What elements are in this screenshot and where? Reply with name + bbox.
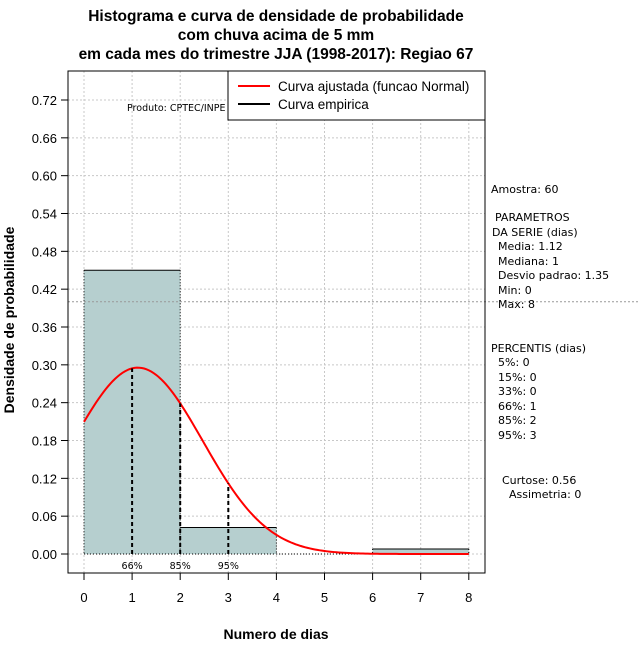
stat-params-title-1: PARAMETROS: [495, 211, 570, 224]
x-tick-label: 6: [369, 590, 376, 605]
x-tick-label: 5: [321, 590, 328, 605]
chart-title-line-3: em cada mes do trimestre JJA (1998-2017)…: [79, 46, 474, 63]
stat-params-title-2: DA SERIE (dias): [492, 226, 578, 239]
percentile-marker-label: 66%: [122, 561, 143, 572]
legend-label-empirical: Curva empirica: [278, 97, 369, 112]
y-tick-label: 0.72: [32, 93, 57, 108]
stat-p66: 66%: 1: [498, 400, 537, 413]
y-axis-label: Densidade de probabilidade: [1, 226, 17, 413]
y-tick-label: 0.06: [32, 509, 57, 524]
normal-curve-line: [83, 366, 469, 555]
legend-label-fitted: Curva ajustada (funcao Normal): [278, 79, 469, 94]
x-tick-label: 7: [417, 590, 424, 605]
legend: Curva ajustada (funcao Normal) Curva emp…: [227, 70, 486, 121]
legend-box: [227, 70, 486, 121]
y-tick-label: 0.36: [32, 320, 57, 335]
x-tick-label: 1: [128, 590, 135, 605]
stat-p5: 5%: 0: [498, 356, 530, 369]
y-tick-label: 0.12: [32, 471, 57, 486]
x-tick-label: 0: [80, 590, 87, 605]
x-tick-label: 4: [273, 590, 280, 605]
stat-mediana: Mediana: 1: [498, 255, 559, 268]
x-tick-label: 2: [177, 590, 184, 605]
y-tick-label: 0.18: [32, 434, 57, 449]
y-tick-label: 0.00: [32, 547, 57, 562]
stat-assimetria: Assimetria: 0: [509, 488, 581, 501]
percentile-markers: 66% 85% 95%: [122, 368, 239, 572]
stats-panel: Amostra: 60 PARAMETROS DA SERIE (dias) M…: [491, 183, 609, 501]
chart-title-line-2: com chuva acima de 5 mm: [178, 27, 374, 44]
y-tick-label: 0.60: [32, 169, 57, 184]
stat-p15: 15%: 0: [498, 371, 537, 384]
stat-desvio: Desvio padrao: 1.35: [498, 269, 609, 282]
x-axis-label: Numero de dias: [223, 626, 328, 642]
x-tick-label: 3: [225, 590, 232, 605]
x-tick-label: 8: [465, 590, 472, 605]
credit-text: Produto: CPTEC/INPE: [127, 103, 226, 114]
stat-p33: 33%: 0: [498, 385, 537, 398]
normal-curve: [83, 366, 469, 555]
y-tick-label: 0.54: [32, 207, 57, 222]
stat-max: Max: 8: [498, 298, 535, 311]
stat-media: Media: 1.12: [498, 240, 563, 253]
stat-percentis-title: PERCENTIS (dias): [491, 342, 586, 355]
stat-curtose: Curtose: 0.56: [502, 474, 576, 487]
percentile-marker-label: 85%: [170, 561, 191, 572]
stat-p85: 85%: 2: [498, 414, 537, 427]
percentile-marker-label: 95%: [218, 561, 239, 572]
y-tick-label: 0.48: [32, 244, 57, 259]
y-tick-label: 0.42: [32, 282, 57, 297]
chart-title-line-1: Histograma e curva de densidade de proba…: [88, 8, 464, 25]
y-tick-label: 0.30: [32, 358, 57, 373]
stat-sample: Amostra: 60: [491, 183, 558, 196]
stat-p95: 95%: 3: [498, 429, 537, 442]
y-tick-label: 0.66: [32, 131, 57, 146]
histogram-bar: [372, 548, 469, 554]
y-tick-label: 0.24: [32, 396, 57, 411]
stat-min: Min: 0: [498, 284, 532, 297]
